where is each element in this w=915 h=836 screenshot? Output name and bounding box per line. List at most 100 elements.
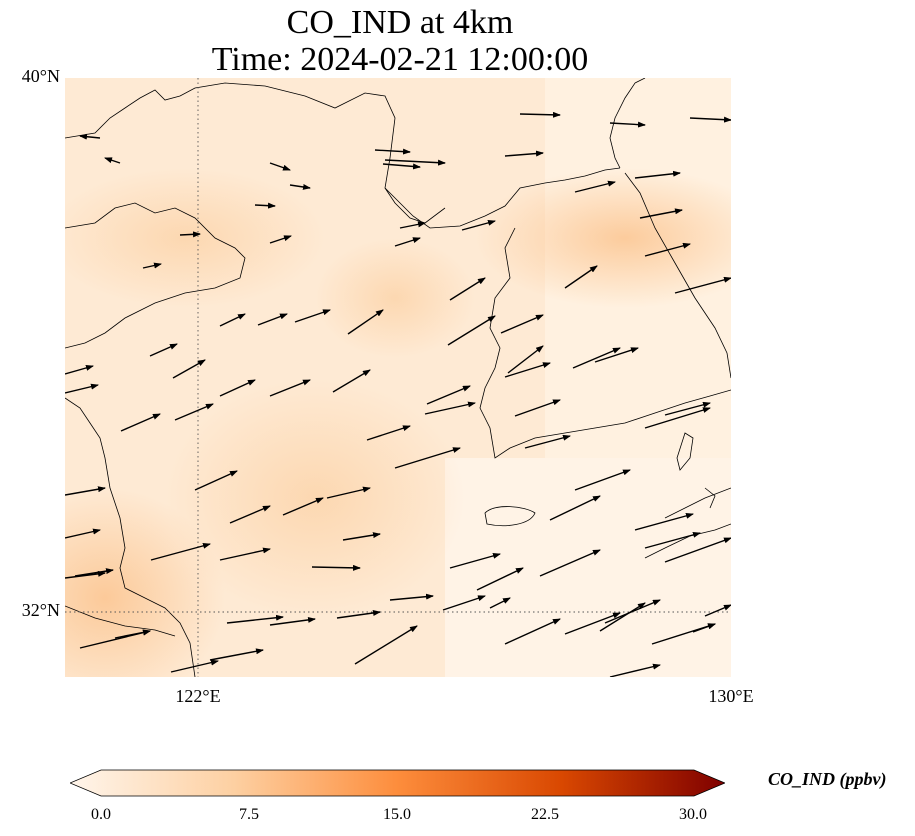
moderate-concentration-zone-yellow-sea — [165, 378, 465, 618]
coastline-yangtze-estuary — [65, 605, 176, 637]
wind-vector-arrow — [269, 235, 292, 244]
wind-vector-arrow — [664, 537, 731, 563]
wind-vector-arrow — [257, 313, 288, 326]
coastline-kyushu-north — [664, 487, 731, 519]
colorbar-tick-4: 30.0 — [679, 806, 707, 823]
wind-vector-arrow — [664, 401, 711, 416]
wind-vector-arrow — [219, 313, 246, 327]
wind-vector-arrow — [426, 385, 471, 405]
wind-vector-arrow — [366, 425, 411, 441]
wind-vector-arrow — [514, 399, 561, 417]
wind-vector-arrow — [574, 469, 631, 491]
wind-vector-arrow — [644, 242, 691, 257]
wind-vector-arrow — [120, 413, 161, 432]
wind-vector-arrow — [634, 512, 694, 531]
coastlines — [65, 78, 731, 677]
moderate-concentration-zone-bohai — [65, 168, 325, 308]
wind-vector-arrow — [442, 595, 486, 611]
colorbar-tick-2: 15.0 — [383, 806, 411, 823]
wind-vector-arrow — [326, 486, 371, 499]
wind-vector-arrow — [174, 403, 214, 421]
wind-vector-arrow — [639, 208, 683, 219]
wind-vector-arrow — [104, 157, 121, 164]
wind-vector-arrow — [609, 121, 646, 128]
wind-vector-arrow — [424, 401, 476, 415]
wind-vector-arrow — [342, 532, 381, 541]
wind-vector-arrow — [634, 170, 681, 179]
wind-vector-arrow — [65, 383, 99, 394]
wind-vector-arrow — [476, 567, 524, 591]
coastline-korea-east — [609, 78, 646, 169]
wind-vector-arrow — [65, 570, 106, 579]
colorbar-tick-0: 0.0 — [91, 806, 111, 823]
map-panel — [65, 78, 731, 677]
wind-vector-arrow — [226, 614, 284, 624]
wind-vector-arrow — [489, 597, 511, 609]
wind-vector-arrow — [79, 133, 101, 140]
wind-vector-arrow — [399, 221, 426, 229]
colorbar-tick-1: 7.5 — [239, 806, 259, 823]
coastline-korea-west-south — [479, 227, 731, 459]
wind-vector-arrow — [149, 343, 178, 357]
lon-label-130e: 130°E — [708, 686, 754, 706]
wind-vector-field — [65, 111, 731, 677]
wind-vector-arrow — [170, 659, 219, 673]
wind-vector-arrow — [219, 379, 256, 397]
wind-vector-arrow — [500, 314, 544, 334]
wind-vector-arrow — [282, 497, 324, 516]
coastline-kyushu-fragment — [704, 487, 716, 509]
wind-vector-arrow — [65, 365, 94, 375]
wind-vector-arrow — [704, 604, 731, 617]
wind-vector-arrow — [599, 602, 646, 632]
concentration-field-southeast — [445, 458, 731, 677]
wind-vector-arrow — [114, 629, 151, 639]
wind-vector-arrow — [524, 434, 571, 449]
wind-vector-arrow — [254, 202, 276, 209]
wind-vector-arrow — [384, 159, 446, 166]
coastline-shandong-north — [65, 202, 246, 349]
wind-vector-arrow — [572, 347, 621, 369]
wind-vector-arrow — [539, 549, 601, 577]
wind-vector-arrow — [461, 219, 496, 231]
coastline-bohai-liaodong — [65, 82, 446, 224]
moderate-concentration-zone-liaodong — [315, 238, 475, 358]
lat-label-40n: 40°N — [21, 66, 60, 86]
wind-vector-arrow — [65, 528, 101, 539]
map-title-line-2: Time: 2024-02-21 12:00:00 — [211, 41, 589, 78]
wind-vector-arrow — [382, 163, 421, 170]
wind-vector-arrow — [609, 663, 661, 677]
wind-vector-arrow — [644, 407, 711, 429]
lon-label-122e: 122°E — [175, 686, 221, 706]
wind-vector-arrow — [574, 180, 616, 193]
wind-vector-arrow — [507, 345, 544, 374]
wind-vector-arrow — [519, 111, 561, 118]
wind-vector-arrow — [179, 231, 201, 238]
wind-vector-arrow — [692, 623, 716, 633]
graticule — [65, 78, 731, 677]
wind-vector-arrow — [194, 470, 238, 491]
wind-vector-arrow — [269, 616, 316, 626]
wind-vector-arrow — [289, 183, 311, 190]
wind-vector-arrow — [229, 505, 271, 524]
wind-vector-arrow — [269, 379, 311, 397]
wind-vector-arrow — [564, 265, 598, 289]
wind-vector-arrow — [449, 552, 501, 569]
wind-vector-arrow — [449, 277, 486, 301]
wind-vector-arrow — [332, 369, 371, 393]
wind-vector-arrow — [354, 625, 418, 665]
wind-vector-arrow — [209, 648, 264, 661]
wind-vector-arrow — [269, 162, 291, 171]
wind-vector-arrow — [504, 618, 561, 645]
map-canvas — [65, 78, 731, 677]
tsushima-island — [676, 432, 694, 471]
coastline-jiangsu-shanghai — [65, 397, 196, 677]
wind-vector-arrow — [311, 564, 361, 571]
colorbar-tick-3: 22.5 — [531, 806, 559, 823]
wind-vector-arrow — [504, 362, 551, 378]
coastline-korea-east-sea — [624, 172, 731, 379]
wind-vector-arrow — [674, 276, 731, 294]
wind-vector-arrow — [594, 347, 639, 363]
wind-vector-arrow — [549, 495, 601, 521]
wind-vector-arrow — [394, 237, 421, 247]
jeju-island — [484, 506, 536, 527]
